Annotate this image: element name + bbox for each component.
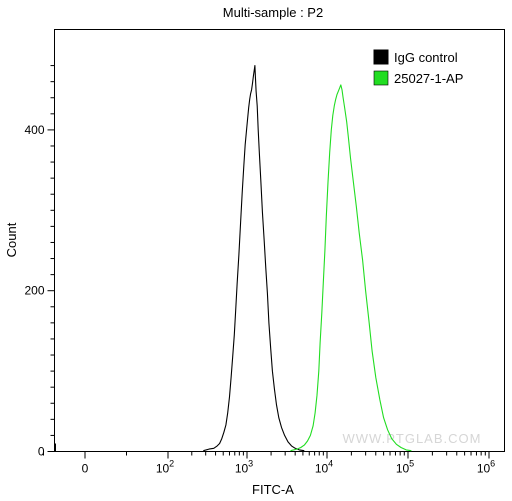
watermark-text: WWW.PTGLAB.COM <box>343 431 482 446</box>
x-axis-title: FITC-A <box>252 482 294 497</box>
chart-title: Multi-sample : P2 <box>223 5 323 20</box>
x-axis: 0 102 103 104 105 106 <box>43 451 495 476</box>
y-tick-label: 200 <box>24 284 44 298</box>
legend-swatch-igg-control <box>373 49 389 65</box>
series-line-igg-control <box>203 65 305 452</box>
x-tick-exponent: 3 <box>248 459 253 469</box>
series-line-25027-1-ap <box>290 84 412 452</box>
x-tick-label: 104 <box>315 459 333 476</box>
legend-label-25027-1-ap: 25027-1-AP <box>394 71 463 86</box>
x-tick-exponent: 4 <box>328 459 333 469</box>
x-tick-label: 105 <box>396 459 414 476</box>
x-tick-exponent: 5 <box>409 459 414 469</box>
x-tick-label: 106 <box>477 459 495 476</box>
y-tick-label: 400 <box>24 123 44 137</box>
legend: IgG control 25027-1-AP <box>373 49 463 86</box>
x-tick-label: 0 <box>82 462 89 476</box>
y-tick-label: 0 <box>38 445 45 459</box>
y-axis: 0 200 400 <box>24 65 55 459</box>
legend-swatch-25027-1-ap <box>373 70 389 86</box>
series-layer <box>55 65 412 452</box>
x-tick-exponent: 2 <box>169 459 174 469</box>
plot-area <box>54 29 505 452</box>
x-tick-label: 103 <box>235 459 253 476</box>
x-tick-exponent: 6 <box>490 459 495 469</box>
x-tick-label: 102 <box>156 459 174 476</box>
y-axis-title: Count <box>4 222 19 257</box>
legend-label-igg-control: IgG control <box>394 50 458 65</box>
